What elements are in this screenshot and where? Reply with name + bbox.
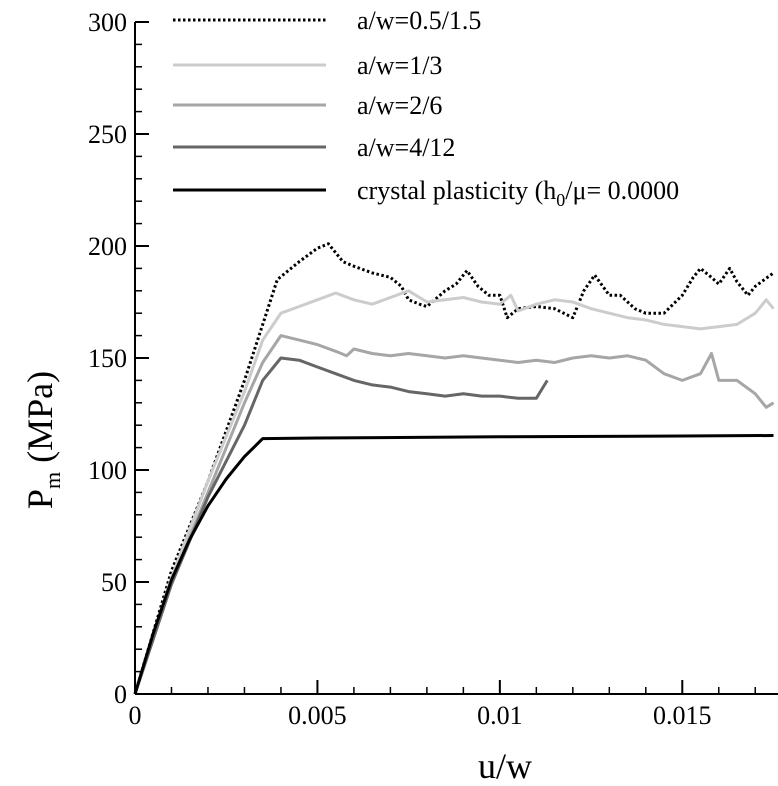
legend-label: crystal plasticity (h0/μ= 0.0000 [357, 176, 679, 210]
x-tick-label: 0 [129, 701, 142, 730]
series-line-2 [133, 334, 775, 695]
legend-label: a/w=2/6 [357, 91, 442, 120]
y-axis-label-sub: m [40, 472, 65, 489]
y-axis-label-main: P [20, 489, 60, 509]
legend-label: a/w=1/3 [357, 51, 442, 80]
legend: a/w=0.5/1.5 a/w=1/3 a/w=2/6 a/w=4/12 crystal… [173, 6, 679, 210]
series-line-0 [133, 242, 775, 695]
y-tick-label: 300 [88, 8, 127, 37]
legend-label: a/w=4/12 [357, 133, 455, 162]
y-tick-label: 50 [101, 568, 127, 597]
y-ticks: 0 50 100 150 200 250 300 [88, 8, 149, 709]
series-line-4 [133, 434, 774, 695]
y-tick-label: 0 [114, 680, 127, 709]
y-axis-label-unit: (MPa) [20, 371, 60, 472]
series-line-3 [133, 356, 549, 695]
y-axis-label: Pm (MPa) [20, 371, 65, 509]
series-line-1 [133, 289, 775, 695]
x-tick-label: 0.015 [653, 701, 712, 730]
y-tick-label: 100 [88, 456, 127, 485]
y-tick-label: 200 [88, 232, 127, 261]
x-axis-label: u/w [478, 746, 532, 786]
x-tick-label: 0.005 [288, 701, 347, 730]
y-tick-label: 150 [88, 344, 127, 373]
x-tick-label: 0.01 [477, 701, 523, 730]
series-group [133, 242, 775, 695]
svg-text:Pm (MPa): Pm (MPa) [20, 371, 65, 509]
y-tick-label: 250 [88, 120, 127, 149]
legend-label: a/w=0.5/1.5 [357, 6, 481, 35]
x-ticks: 0 0.005 0.01 0.015 [129, 680, 757, 730]
plot-area: 0 50 100 150 200 250 300 0 0.005 0.01 0.015 [88, 8, 778, 730]
